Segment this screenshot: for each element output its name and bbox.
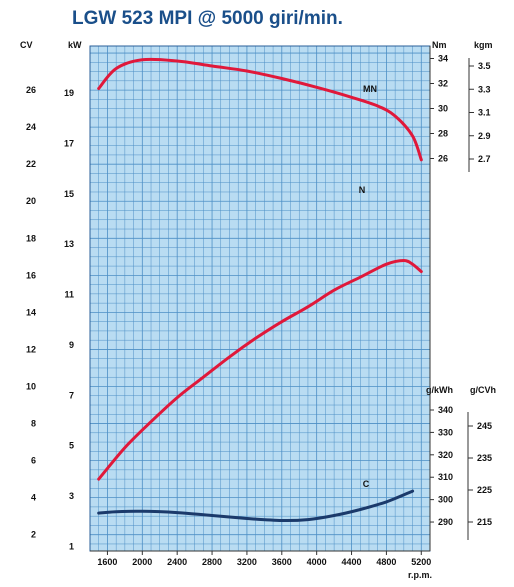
tick-label-cv: 12 — [26, 344, 36, 354]
grid — [89, 46, 431, 551]
series-label-n: N — [359, 185, 366, 195]
tick-label-nm: 26 — [438, 154, 448, 164]
tick-label-kw: 13 — [64, 239, 74, 249]
tick-label-gkwh: 290 — [438, 517, 453, 527]
tick-label-cv: 10 — [26, 381, 36, 391]
tick-label-gkwh: 310 — [438, 472, 453, 482]
axis-label-kgm: kgm — [474, 40, 493, 50]
series-line-n — [97, 259, 423, 481]
series-line-mn — [97, 57, 423, 162]
tick-label-kgm: 2.7 — [478, 154, 491, 164]
tick-label-nm: 28 — [438, 129, 448, 139]
tick-label-gcvh: 215 — [477, 517, 492, 527]
tick-label-kw: 17 — [64, 138, 74, 148]
tick-label-cv: 18 — [26, 233, 36, 243]
tick-label-gcvh: 245 — [477, 421, 492, 431]
tick-label-nm: 30 — [438, 104, 448, 114]
tick-label-rpm: 2400 — [167, 557, 187, 567]
axis-label-nm: Nm — [432, 40, 447, 50]
tick-label-kw: 15 — [64, 189, 74, 199]
tick-label-cv: 20 — [26, 196, 36, 206]
tick-label-cv: 6 — [31, 456, 36, 466]
labels: MN N C — [359, 84, 377, 489]
tick-label-rpm: 4400 — [342, 557, 362, 567]
tick-label-kw: 7 — [69, 390, 74, 400]
series — [97, 57, 423, 523]
tick-label-kgm: 3.3 — [478, 84, 491, 94]
tick-label-cv: 2 — [31, 530, 36, 540]
tick-label-rpm: 3200 — [237, 557, 257, 567]
series-label-mn: MN — [363, 84, 377, 94]
tick-label-gcvh: 225 — [477, 485, 492, 495]
tick-label-kw: 3 — [69, 491, 74, 501]
chart-title: LGW 523 MPI @ 5000 giri/min. — [72, 8, 343, 29]
axis-label-gkwh: g/kWh — [426, 385, 453, 395]
axis-label-kw: kW — [68, 40, 82, 50]
plot-background — [90, 46, 430, 551]
tick-label-kw: 1 — [69, 541, 74, 551]
tick-label-gcvh: 235 — [477, 453, 492, 463]
tick-label-cv: 26 — [26, 85, 36, 95]
tick-label-rpm: 4800 — [376, 557, 396, 567]
tick-label-kw: 19 — [64, 88, 74, 98]
tick-label-cv: 24 — [26, 122, 36, 132]
tick-label-gkwh: 330 — [438, 427, 453, 437]
x-unit-label: r.p.m. — [408, 570, 432, 580]
axis-label-gcvh: g/CVh — [470, 385, 496, 395]
tick-label-kw: 9 — [69, 340, 74, 350]
tick-label-kgm: 3.5 — [478, 61, 491, 71]
tick-label-kw: 11 — [64, 290, 74, 300]
tick-label-kgm: 3.1 — [478, 108, 491, 118]
tick-label-rpm: 5200 — [411, 557, 431, 567]
series-label-c: C — [363, 479, 370, 489]
tick-label-rpm: 2000 — [132, 557, 152, 567]
axis-label-cv: CV — [20, 40, 33, 50]
tick-label-nm: 34 — [438, 54, 448, 64]
tick-label-rpm: 3600 — [272, 557, 292, 567]
tick-label-kgm: 2.9 — [478, 131, 491, 141]
series-line-c — [97, 489, 415, 523]
tick-label-cv: 4 — [31, 493, 36, 503]
tick-label-gkwh: 320 — [438, 450, 453, 460]
tick-label-kw: 5 — [69, 441, 74, 451]
tick-label-nm: 32 — [438, 79, 448, 89]
tick-label-cv: 8 — [31, 419, 36, 429]
tick-label-cv: 14 — [26, 307, 36, 317]
tick-label-rpm: 2800 — [202, 557, 222, 567]
tick-label-gkwh: 340 — [438, 405, 453, 415]
tick-label-cv: 22 — [26, 159, 36, 169]
tick-label-gkwh: 300 — [438, 495, 453, 505]
tick-label-cv: 16 — [26, 270, 36, 280]
tick-label-rpm: 1600 — [97, 557, 117, 567]
tick-label-rpm: 4000 — [307, 557, 327, 567]
